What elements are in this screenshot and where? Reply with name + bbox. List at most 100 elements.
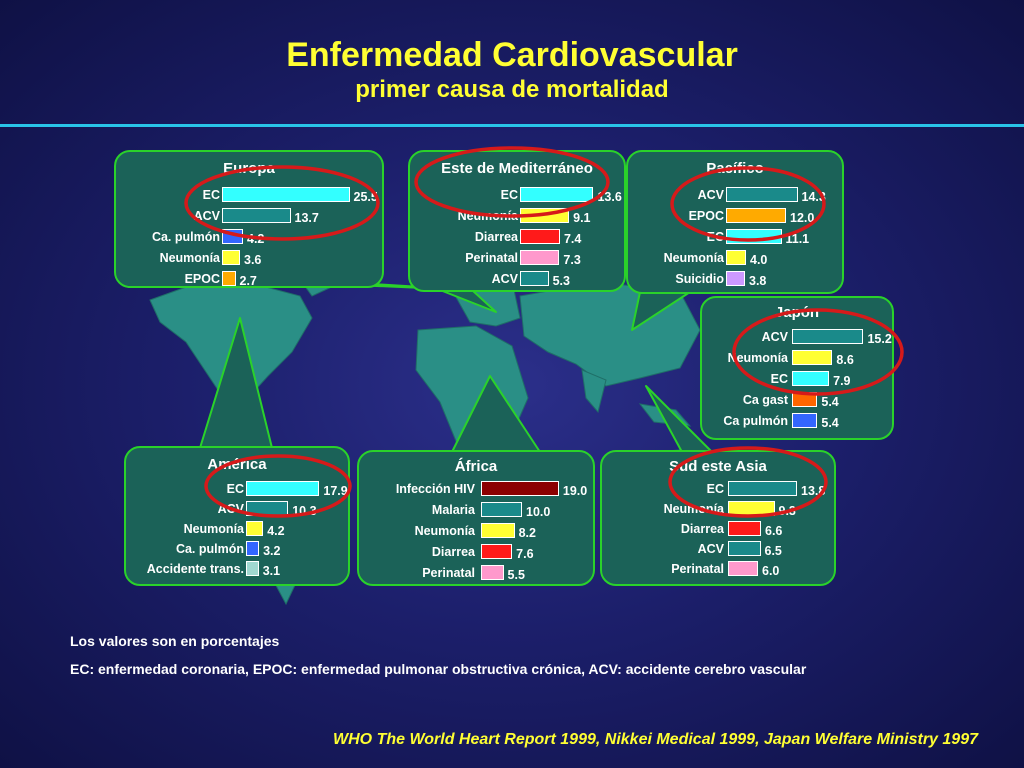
panel-europa: Europa EC 25.5 ACV 13.7 Ca. pulmón 4.2 Neumonía…: [114, 150, 384, 288]
category-label: Ca pulmón: [723, 414, 788, 428]
value-label: 17.9: [323, 484, 348, 498]
category-label: ACV: [217, 502, 244, 516]
bar: [520, 187, 594, 202]
category-label: EC: [202, 188, 220, 202]
value-label: 19.0: [562, 484, 588, 498]
panel-title: Este de Mediterráneo: [441, 160, 593, 177]
category-label: Diarrea: [474, 230, 518, 244]
value-label: 8.2: [518, 526, 536, 540]
value-label: 9.1: [573, 211, 591, 225]
category-label: Malaria: [431, 503, 475, 517]
bar: [726, 271, 745, 286]
bar: [246, 541, 260, 556]
bar: [726, 229, 782, 244]
value-label: 15.2: [867, 332, 892, 346]
panel-title: Pacífico: [706, 160, 764, 177]
value-label: 4.2: [267, 524, 285, 538]
value-label: 3.8: [749, 274, 767, 288]
page-title: Enfermedad Cardiovascular: [286, 36, 738, 74]
value-label: 12.0: [790, 211, 815, 225]
bar: [726, 250, 746, 265]
note-abbreviations: EC: enfermedad coronaria, EPOC: enfermed…: [70, 661, 807, 677]
bar: [481, 565, 504, 580]
value-label: 8.6: [836, 353, 854, 367]
value-label: 13.7: [294, 211, 319, 225]
source-citation: WHO The World Heart Report 1999, Nikkei …: [333, 731, 978, 748]
bar: [222, 187, 350, 202]
bar: [728, 541, 761, 556]
category-label: EC: [226, 482, 244, 496]
category-label: Diarrea: [680, 522, 724, 536]
bar: [520, 271, 549, 286]
category-label: EPOC: [688, 209, 724, 223]
bar: [792, 371, 830, 386]
page-subtitle: primer causa de mortalidad: [355, 76, 669, 103]
panel-mediterraneo: Este de Mediterráneo EC 13.6 Neumonía 9.1 Dia…: [408, 150, 626, 292]
value-label: 6.6: [765, 524, 783, 538]
category-label: Neumonía: [663, 502, 724, 516]
category-label: Ca. pulmón: [175, 542, 244, 556]
value-label: 6.5: [764, 544, 782, 558]
value-label: 6.0: [762, 564, 780, 578]
value-label: 4.2: [247, 232, 265, 246]
panel-sudeste-asia: Sud este Asia EC 13.8 Neumonía 9.3 Diarrea 6.6…: [600, 450, 836, 586]
panel-japon: Japón ACV 15.2 Neumonía 8.6 EC 7.9 Ca gast 5.4 Ca…: [700, 296, 894, 440]
value-label: 9.3: [778, 504, 796, 518]
bar: [792, 329, 864, 344]
bar: [222, 271, 236, 286]
category-label: ACV: [491, 272, 518, 286]
category-label: Neumonía: [727, 351, 788, 365]
bar: [728, 501, 775, 516]
bar: [246, 521, 264, 536]
value-label: 5.4: [821, 416, 839, 430]
panel-america: América EC 17.9 ACV 10.3 Neumonía 4.2 Ca. pulmó…: [124, 446, 350, 586]
bar: [222, 229, 243, 244]
value-label: 11.1: [785, 232, 810, 246]
category-label: Perinatal: [422, 566, 475, 580]
value-label: 10.3: [292, 504, 317, 518]
category-label: Perinatal: [465, 251, 518, 265]
panel-title: África: [454, 458, 498, 475]
bar: [726, 187, 798, 202]
category-label: Neumonía: [414, 524, 475, 538]
bar: [792, 350, 833, 365]
value-label: 2.7: [239, 274, 257, 288]
category-label: ACV: [697, 542, 724, 556]
bar: [728, 481, 797, 496]
category-label: EC: [500, 188, 518, 202]
bar: [520, 229, 560, 244]
panel-title: Europa: [223, 160, 275, 177]
value-label: 7.9: [833, 374, 851, 388]
category-label: Diarrea: [431, 545, 475, 559]
bar: [481, 544, 513, 559]
category-label: ACV: [697, 188, 724, 202]
value-label: 14.3: [801, 190, 826, 204]
category-label: Neumonía: [159, 251, 220, 265]
panel-title: Japón: [774, 304, 820, 321]
value-label: 10.0: [526, 505, 551, 519]
value-label: 7.3: [563, 253, 581, 267]
value-label: 5.4: [821, 395, 839, 409]
category-label: Suicidio: [675, 272, 724, 286]
panel-title: Sud este Asia: [669, 458, 767, 475]
bar: [481, 481, 559, 496]
panel-africa: África Infección HIV 19.0 Malaria 10.0 Neumon…: [357, 450, 595, 586]
category-label: EC: [706, 482, 724, 496]
category-label: Neumonía: [457, 209, 518, 223]
value-label: 13.8: [801, 484, 826, 498]
value-label: 25.5: [353, 190, 378, 204]
category-label: Accidente trans.: [146, 562, 244, 576]
bar: [728, 521, 761, 536]
bar: [222, 250, 240, 265]
category-label: Ca gast: [742, 393, 788, 407]
value-label: 3.1: [262, 564, 281, 578]
value-label: 5.3: [552, 274, 570, 288]
bar: [728, 561, 758, 576]
category-label: Ca. pulmón: [151, 230, 220, 244]
category-label: EC: [770, 372, 788, 386]
bar: [246, 501, 289, 516]
category-label: Perinatal: [671, 562, 724, 576]
value-label: 3.2: [263, 544, 281, 558]
bar: [520, 208, 570, 223]
category-label: ACV: [193, 209, 220, 223]
